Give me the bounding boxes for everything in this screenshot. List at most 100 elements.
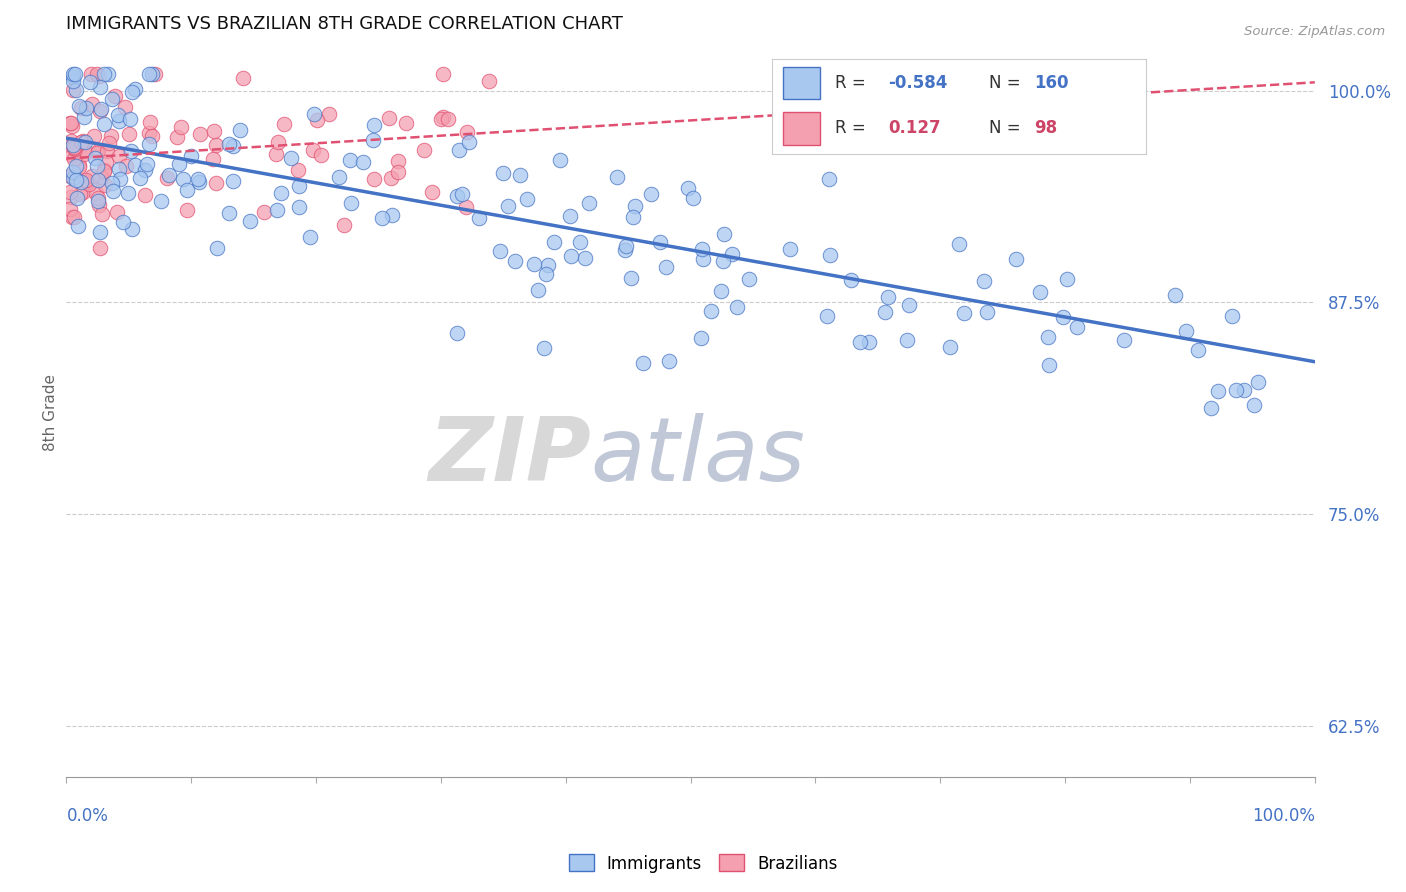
Point: [63, 67, 86, 81]
Point: [96, 144, 118, 158]
Point: [456, 124, 478, 138]
Point: [454, 200, 477, 214]
Point: [395, 116, 418, 130]
Point: [63, 210, 86, 224]
Point: [169, 120, 191, 134]
Point: [387, 165, 409, 179]
Point: [70, 135, 93, 149]
Point: [606, 169, 628, 184]
Point: [548, 153, 571, 168]
Point: [89, 103, 111, 118]
Point: [738, 272, 761, 286]
Point: [624, 199, 647, 213]
Point: [135, 157, 157, 171]
Point: [568, 235, 591, 250]
Point: [72, 134, 94, 148]
Point: [560, 249, 582, 263]
Point: [62, 137, 84, 152]
Point: [287, 200, 309, 214]
Point: [65, 159, 87, 173]
Point: [90, 170, 112, 185]
Point: [108, 149, 131, 163]
Point: [858, 334, 880, 349]
Point: [83, 128, 105, 143]
Point: [621, 210, 644, 224]
Point: [1243, 399, 1265, 413]
Point: [188, 175, 211, 189]
Point: [73, 143, 96, 157]
Point: [87, 198, 110, 212]
Point: [655, 260, 678, 274]
Point: [640, 187, 662, 202]
Point: [70, 175, 93, 189]
Point: [299, 230, 322, 244]
Point: [287, 162, 309, 177]
Point: [87, 172, 110, 186]
Point: [87, 69, 110, 83]
Point: [100, 92, 122, 106]
Point: [128, 171, 150, 186]
Point: [156, 171, 179, 186]
Point: [363, 172, 385, 186]
Point: [166, 129, 188, 144]
Point: [492, 166, 515, 180]
Point: [87, 144, 110, 158]
Point: [361, 132, 384, 146]
Point: [120, 144, 142, 158]
Point: [76, 173, 98, 187]
Point: [877, 289, 900, 303]
Point: [339, 153, 361, 168]
Point: [91, 207, 114, 221]
Point: [87, 191, 110, 205]
Point: [59, 115, 82, 129]
Point: [80, 97, 103, 112]
Point: [578, 195, 600, 210]
Point: [508, 168, 530, 182]
Point: [1247, 375, 1270, 389]
Y-axis label: 8th Grade: 8th Grade: [44, 374, 58, 451]
Point: [849, 334, 872, 349]
Point: [700, 304, 723, 318]
Point: [430, 112, 453, 126]
Point: [614, 244, 637, 258]
Point: [948, 236, 970, 251]
Point: [938, 340, 960, 354]
Point: [304, 106, 326, 120]
Point: [309, 148, 332, 162]
Point: [1114, 333, 1136, 347]
Point: [60, 137, 83, 152]
Point: [451, 187, 474, 202]
Point: [839, 273, 862, 287]
Point: [302, 143, 325, 157]
Point: [952, 306, 974, 320]
Point: [103, 184, 125, 198]
Point: [167, 156, 190, 170]
Point: [1225, 383, 1247, 397]
Point: [60, 148, 83, 162]
Point: [264, 147, 287, 161]
Point: [815, 310, 838, 324]
Point: [62, 74, 84, 88]
Point: [218, 136, 240, 151]
Point: [1056, 272, 1078, 286]
Point: [692, 252, 714, 267]
Text: ZIP: ZIP: [427, 413, 591, 500]
Point: [205, 137, 228, 152]
Point: [387, 153, 409, 168]
Point: [67, 158, 90, 172]
Point: [94, 178, 117, 192]
Text: 100.0%: 100.0%: [1251, 807, 1315, 825]
Point: [218, 206, 240, 220]
Point: [533, 341, 555, 355]
Point: [288, 179, 311, 194]
Point: [60, 210, 83, 224]
Point: [114, 159, 136, 173]
Point: [818, 172, 841, 186]
Point: [89, 241, 111, 255]
Point: [818, 248, 841, 262]
Point: [104, 89, 127, 103]
Point: [86, 159, 108, 173]
Point: [63, 141, 86, 155]
Point: [93, 117, 115, 131]
Point: [180, 149, 202, 163]
